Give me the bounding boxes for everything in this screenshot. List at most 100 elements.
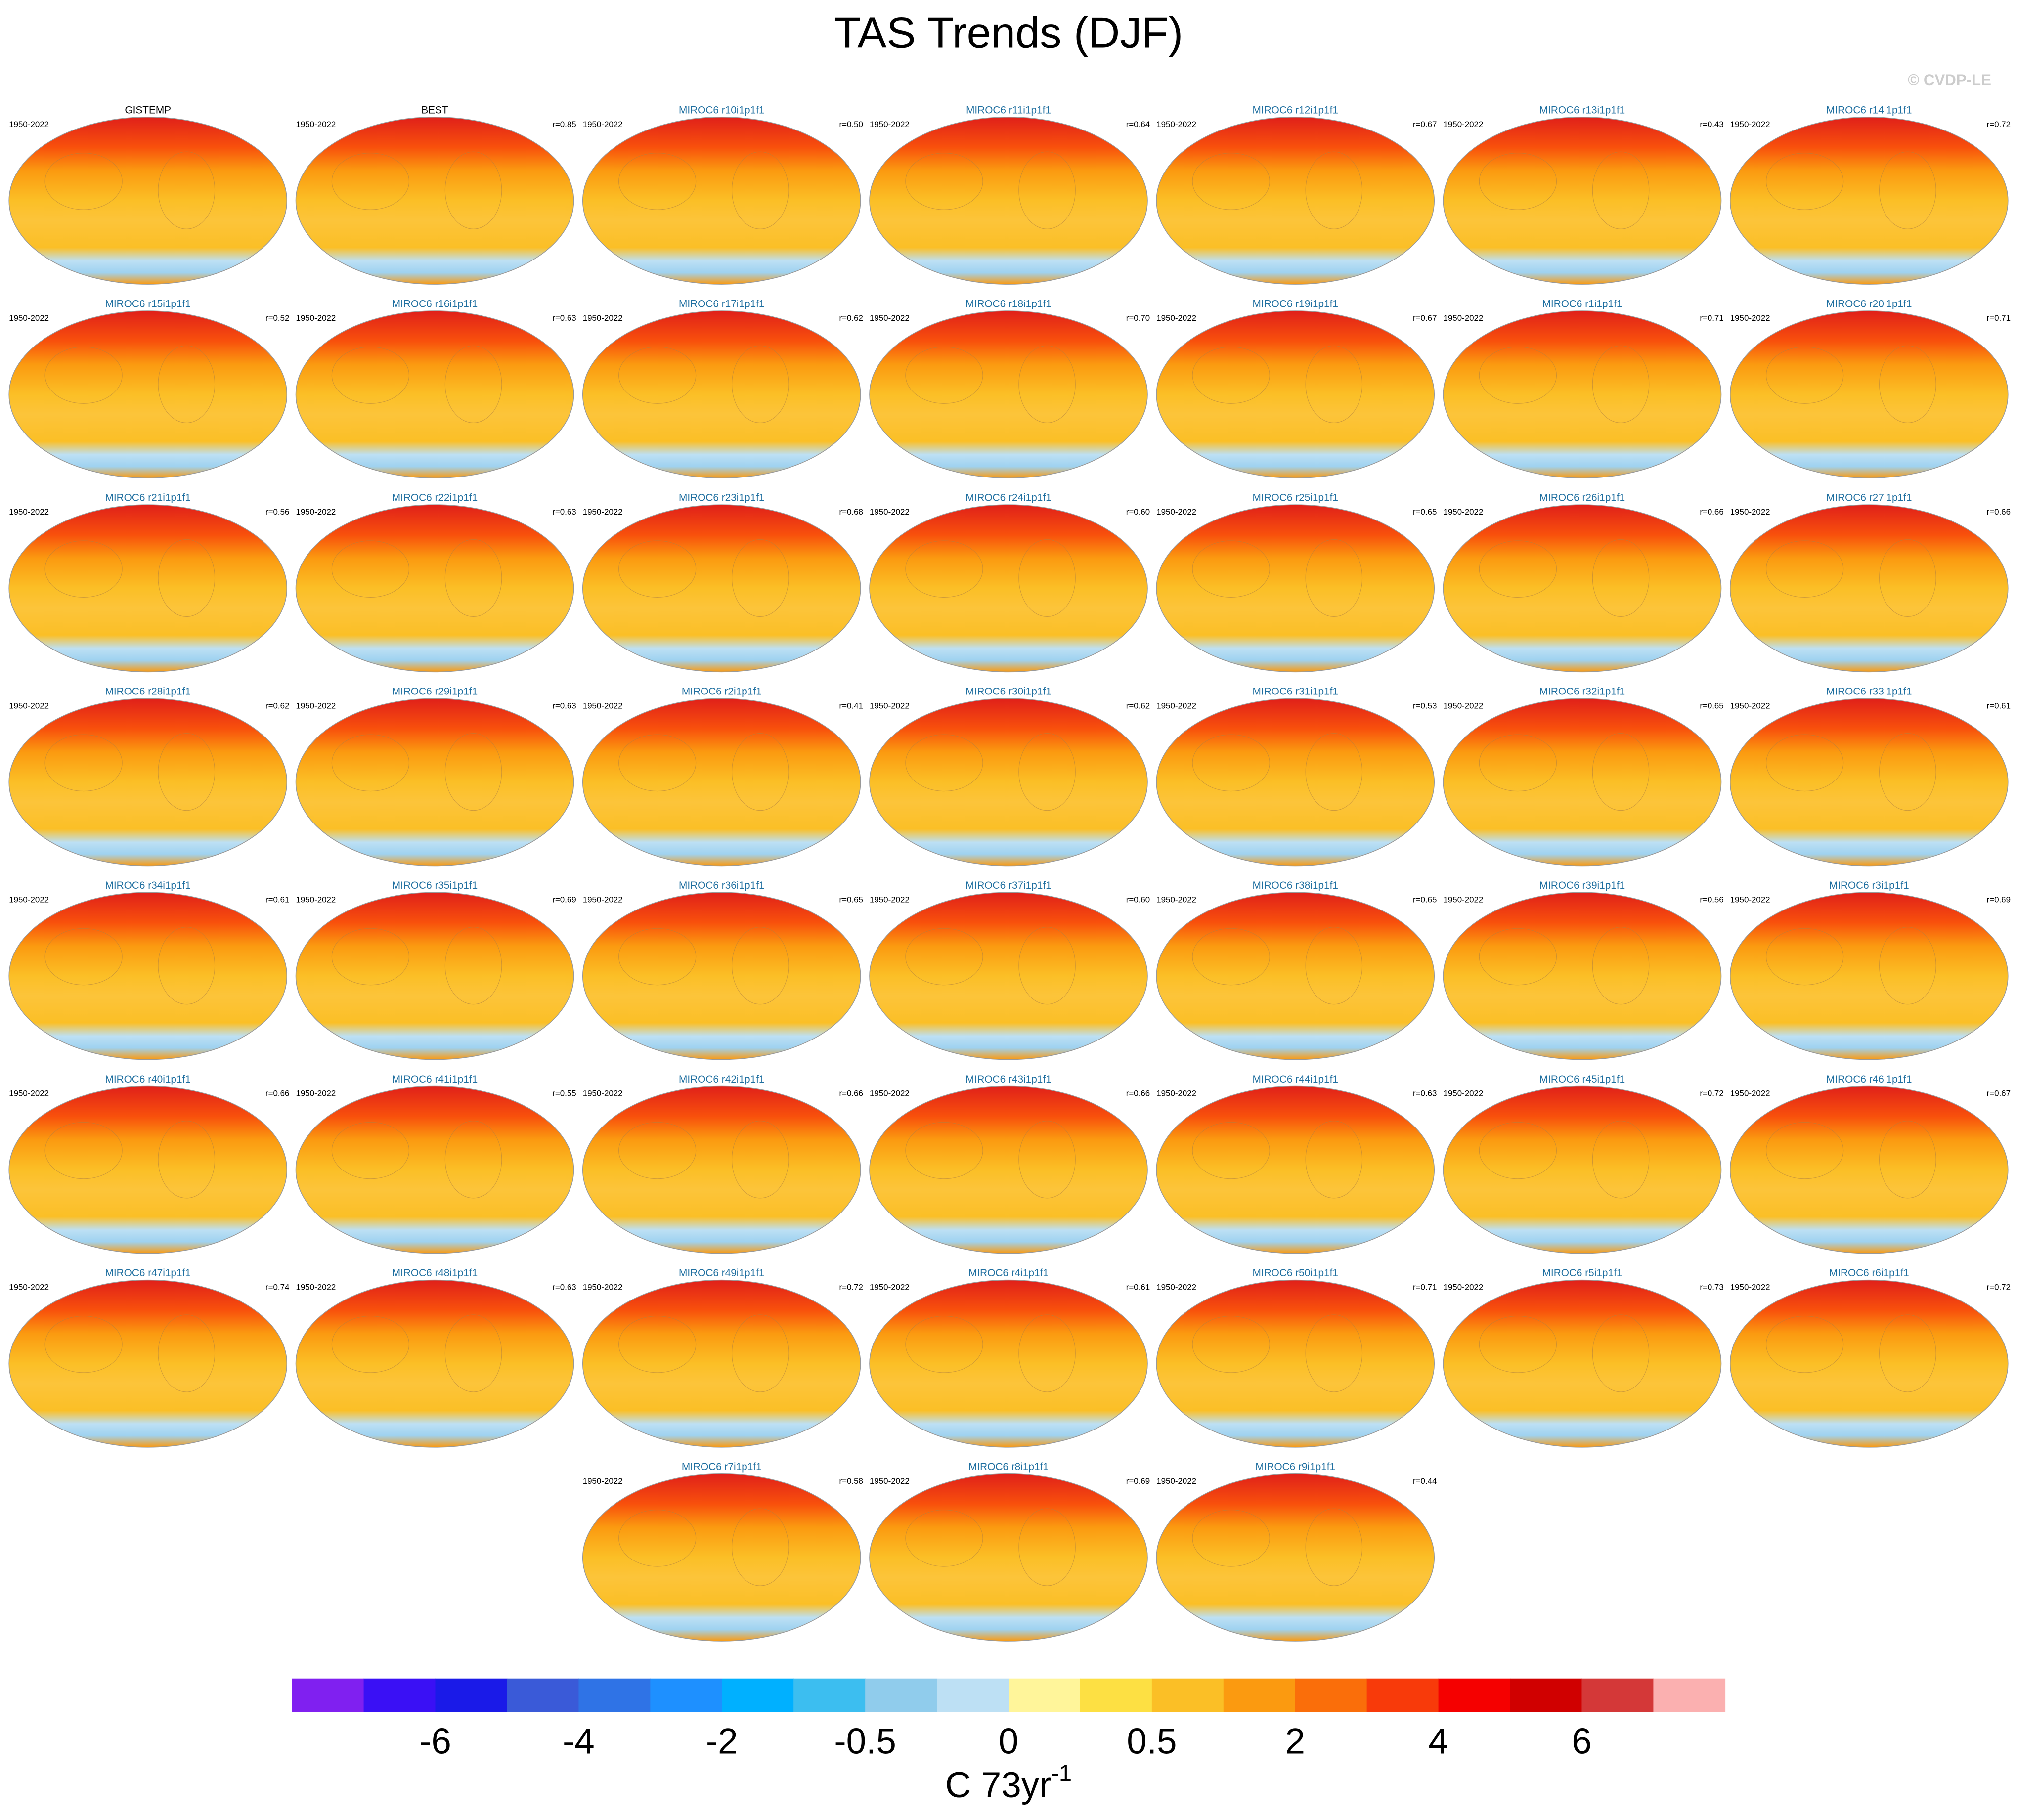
panel-period: 1950-2022 — [583, 313, 623, 323]
panel-period: 1950-2022 — [296, 507, 336, 517]
panel-r: r=0.72 — [1987, 1283, 2011, 1292]
map-panel: MIROC6 r27i1p1f1 1950-2022 r=0.66 — [1729, 492, 2011, 673]
map — [582, 1085, 861, 1254]
land-outline — [1305, 151, 1363, 229]
panel-period: 1950-2022 — [1156, 507, 1196, 517]
panel-title: MIROC6 r7i1p1f1 — [682, 1461, 762, 1473]
land-outline — [44, 1315, 123, 1373]
map-panel: MIROC6 r30i1p1f1 1950-2022 r=0.62 — [869, 686, 1150, 867]
panel-period: 1950-2022 — [296, 701, 336, 710]
map-panel: MIROC6 r31i1p1f1 1950-2022 r=0.53 — [1156, 686, 1437, 867]
map — [8, 1279, 288, 1448]
map-panel: MIROC6 r22i1p1f1 1950-2022 r=0.63 — [295, 492, 576, 673]
land-outline — [618, 1315, 697, 1373]
map-panel: MIROC6 r47i1p1f1 1950-2022 r=0.74 — [8, 1267, 289, 1448]
colorbar-box — [722, 1678, 794, 1712]
panel-r: r=0.69 — [1126, 1476, 1150, 1486]
panel-title: MIROC6 r9i1p1f1 — [1255, 1461, 1335, 1473]
colorbar-box — [292, 1678, 364, 1712]
colorbar-label: -0.5 — [834, 1722, 896, 1762]
panel-r: r=0.68 — [839, 507, 863, 517]
panel-r: r=0.55 — [552, 1089, 576, 1098]
panel-period: 1950-2022 — [1443, 895, 1483, 904]
land-outline — [1479, 928, 1557, 986]
map — [1156, 117, 1435, 285]
map — [582, 1279, 861, 1448]
panel-title: MIROC6 r3i1p1f1 — [1829, 880, 1909, 891]
panel-title: MIROC6 r31i1p1f1 — [1253, 686, 1338, 697]
panel-r: r=0.63 — [552, 1283, 576, 1292]
colorbar-box — [1581, 1678, 1654, 1712]
land-outline — [1479, 540, 1557, 598]
land-outline — [331, 1315, 409, 1373]
panel-period: 1950-2022 — [9, 895, 49, 904]
land-outline — [1592, 151, 1650, 229]
land-outline — [158, 539, 216, 617]
panel-title: GISTEMP — [125, 104, 171, 116]
land-outline — [158, 927, 216, 1005]
panel-r: r=0.56 — [265, 507, 289, 517]
panel-period: 1950-2022 — [870, 1476, 910, 1486]
land-outline — [1879, 151, 1936, 229]
land-outline — [158, 1314, 216, 1392]
map-panel: MIROC6 r1i1p1f1 1950-2022 r=0.71 — [1443, 298, 1724, 479]
panel-title: MIROC6 r43i1p1f1 — [965, 1074, 1051, 1085]
map — [869, 310, 1148, 479]
panel-title: MIROC6 r16i1p1f1 — [392, 298, 478, 309]
panel-title: MIROC6 r27i1p1f1 — [1826, 492, 1912, 504]
panel-title: MIROC6 r18i1p1f1 — [965, 298, 1051, 309]
panel-r: r=0.74 — [265, 1283, 289, 1292]
land-outline — [44, 347, 123, 404]
panel-period: 1950-2022 — [1443, 507, 1483, 517]
panel-r: r=0.66 — [1700, 507, 1723, 517]
map — [295, 892, 574, 1060]
map — [1729, 1085, 2009, 1254]
panel-title: MIROC6 r26i1p1f1 — [1539, 492, 1625, 504]
land-outline — [158, 1121, 216, 1199]
map — [582, 698, 861, 867]
colorbar-label: 2 — [1285, 1722, 1305, 1762]
land-outline — [1192, 1510, 1270, 1567]
panel-period: 1950-2022 — [1156, 1089, 1196, 1098]
panel-r: r=0.44 — [1413, 1476, 1437, 1486]
panel-r: r=0.66 — [265, 1089, 289, 1098]
panel-r: r=0.71 — [1987, 313, 2011, 323]
map-panel: MIROC6 r48i1p1f1 1950-2022 r=0.63 — [295, 1267, 576, 1448]
panel-r: r=0.56 — [1700, 895, 1723, 904]
land-outline — [1305, 539, 1363, 617]
panel-title: MIROC6 r12i1p1f1 — [1253, 104, 1338, 116]
land-outline — [1479, 1315, 1557, 1373]
land-outline — [1879, 539, 1936, 617]
land-outline — [1305, 1508, 1363, 1586]
colorbar-box — [1080, 1678, 1152, 1712]
map — [1156, 1473, 1435, 1642]
panel-title: MIROC6 r22i1p1f1 — [392, 492, 478, 504]
map — [8, 1085, 288, 1254]
land-outline — [1305, 1121, 1363, 1199]
panel-r: r=0.72 — [1987, 120, 2011, 129]
land-outline — [905, 1122, 983, 1179]
panel-title: MIROC6 r42i1p1f1 — [679, 1074, 764, 1085]
land-outline — [331, 928, 409, 986]
map — [869, 1279, 1148, 1448]
panel-title: MIROC6 r6i1p1f1 — [1829, 1267, 1909, 1279]
map-panel: MIROC6 r10i1p1f1 1950-2022 r=0.50 — [582, 104, 863, 285]
map — [582, 892, 861, 1060]
panel-r: r=0.61 — [265, 895, 289, 904]
map-panel: MIROC6 r28i1p1f1 1950-2022 r=0.62 — [8, 686, 289, 867]
land-outline — [1018, 151, 1076, 229]
panel-title: MIROC6 r34i1p1f1 — [105, 880, 191, 891]
land-outline — [331, 153, 409, 210]
map-panel: GISTEMP 1950-2022 — [8, 104, 288, 285]
land-outline — [44, 928, 123, 986]
map — [1729, 117, 2009, 285]
map — [582, 504, 861, 673]
colorbar-label: -6 — [419, 1722, 451, 1762]
panel-period: 1950-2022 — [1730, 895, 1770, 904]
land-outline — [331, 1122, 409, 1179]
map-panel: MIROC6 r13i1p1f1 1950-2022 r=0.43 — [1443, 104, 1724, 285]
land-outline — [618, 1510, 697, 1567]
panel-period: 1950-2022 — [1156, 701, 1196, 710]
map — [295, 698, 574, 867]
panel-period: 1950-2022 — [1730, 701, 1770, 710]
